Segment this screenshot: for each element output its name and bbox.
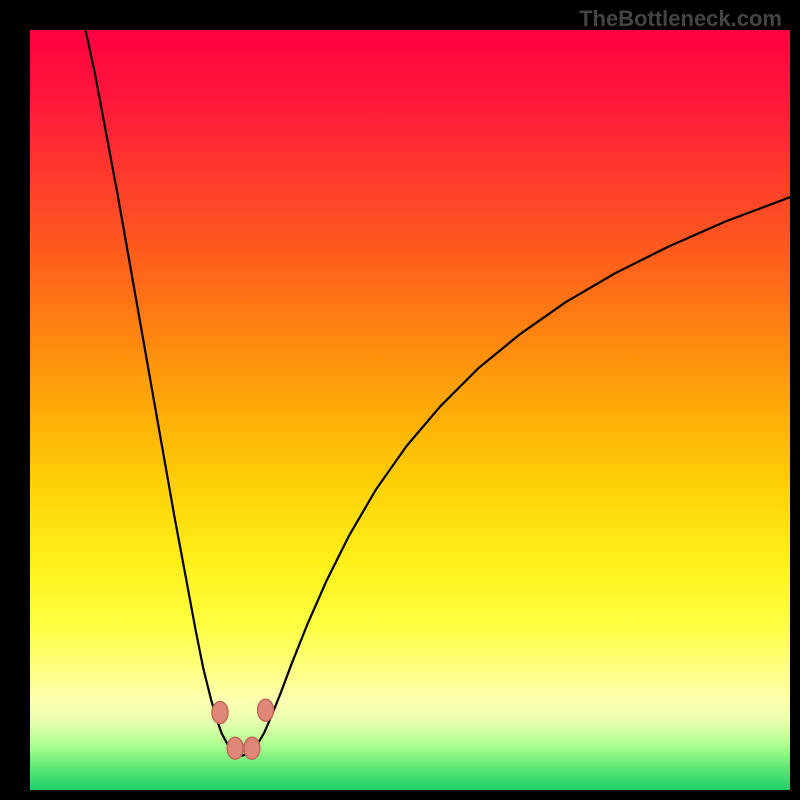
curve-marker: [244, 737, 260, 759]
curve-marker: [258, 699, 274, 721]
curve-marker: [227, 737, 243, 759]
gradient-background: [30, 30, 790, 790]
plot-area: [30, 30, 790, 790]
watermark-text: TheBottleneck.com: [579, 6, 782, 32]
curve-marker: [212, 701, 228, 723]
chart-svg: [30, 30, 790, 790]
